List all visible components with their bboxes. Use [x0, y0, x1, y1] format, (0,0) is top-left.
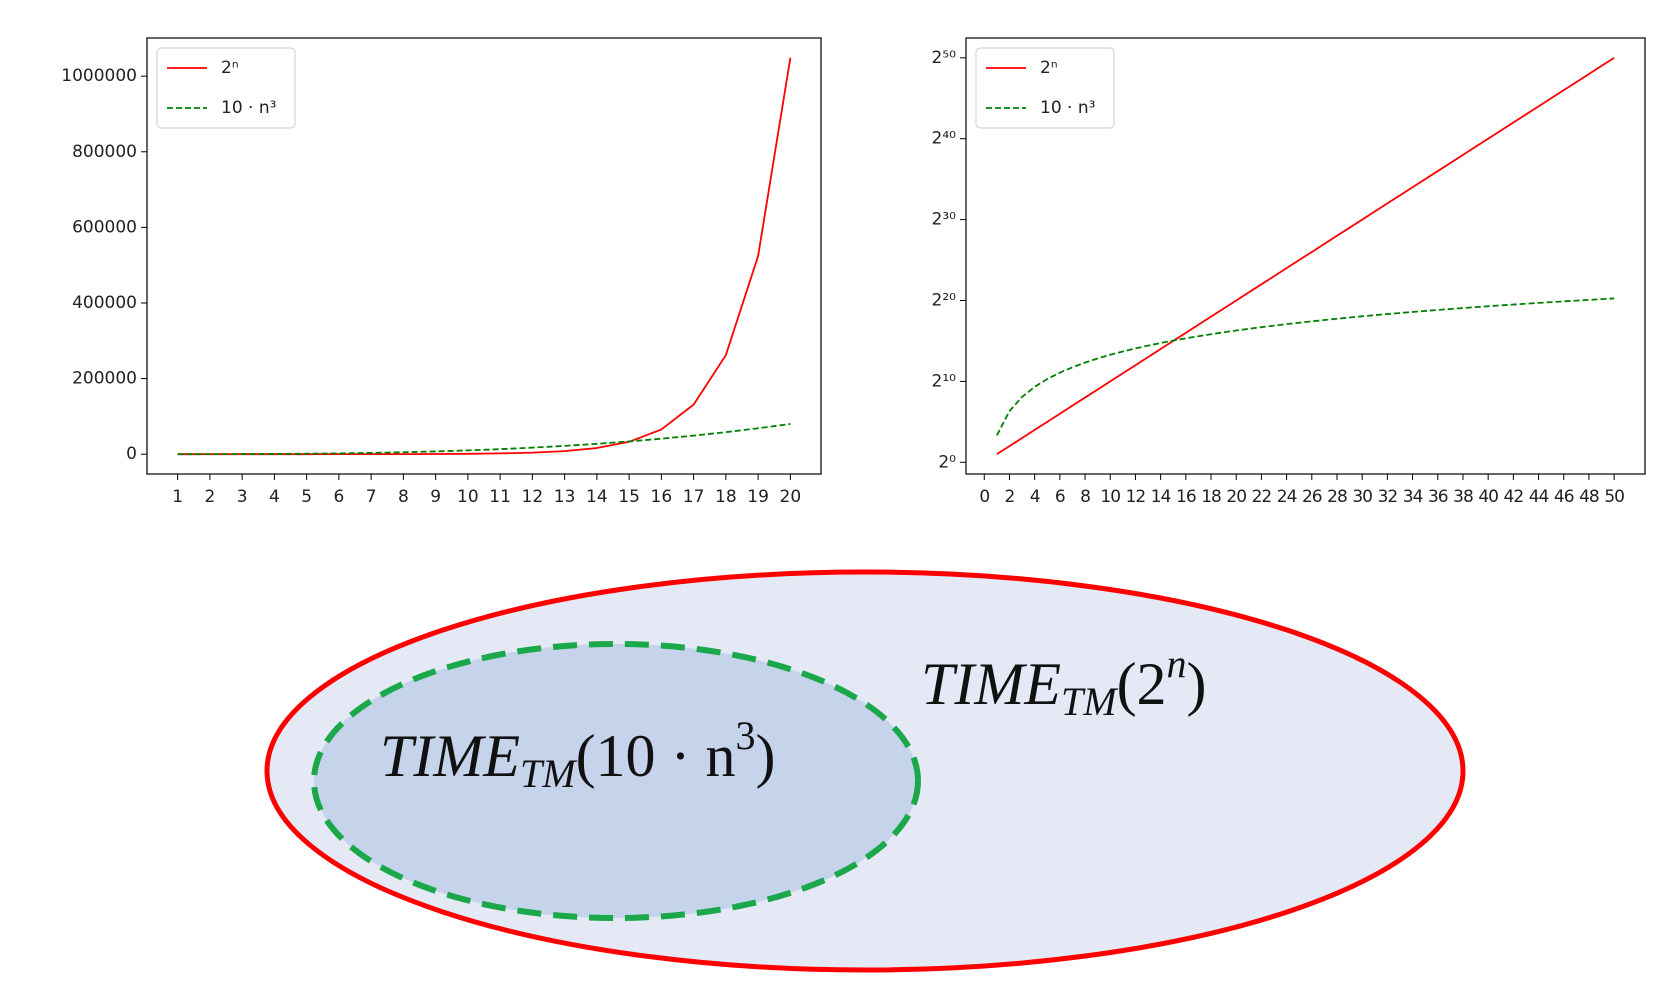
- label-sub: TM: [520, 751, 578, 796]
- label-close: ): [1187, 651, 1207, 717]
- x-tick-label: 20: [1226, 487, 1246, 507]
- label-sup: 3: [736, 713, 756, 758]
- series-line: [177, 423, 791, 456]
- x-tick-label: 20: [780, 487, 802, 507]
- x-tick-label: 30: [1352, 487, 1372, 507]
- y-tick-label: 800000: [72, 142, 137, 162]
- x-tick-label: 6: [333, 487, 344, 507]
- x-tick-label: 4: [1030, 487, 1040, 507]
- x-tick-label: 11: [489, 487, 511, 507]
- legend-label: 10 · n³: [221, 98, 276, 118]
- y-tick-label: 2⁵⁰: [932, 48, 957, 68]
- x-tick-label: 44: [1529, 487, 1549, 507]
- series-line: [996, 297, 1615, 436]
- x-tick-label: 24: [1277, 487, 1297, 507]
- x-tick-label: 6: [1055, 487, 1065, 507]
- label-main: TIME: [380, 723, 520, 789]
- x-tick-label: 48: [1579, 487, 1599, 507]
- label-open: (10 · n: [576, 723, 736, 789]
- x-tick-label: 8: [1080, 487, 1090, 507]
- x-tick-label: 40: [1478, 487, 1498, 507]
- x-tick-label: 9: [430, 487, 441, 507]
- y-tick-label: 2¹⁰: [932, 371, 957, 391]
- label-open: (2: [1117, 651, 1167, 717]
- label-main: TIME: [921, 651, 1061, 717]
- y-tick-label: 400000: [72, 293, 137, 313]
- x-tick-label: 13: [554, 487, 576, 507]
- x-tick-label: 0: [979, 487, 989, 507]
- x-tick-label: 46: [1554, 487, 1574, 507]
- x-tick-label: 14: [586, 487, 608, 507]
- legend-label: 2ⁿ: [221, 58, 239, 78]
- y-tick-label: 1000000: [61, 66, 137, 86]
- x-tick-label: 42: [1504, 487, 1524, 507]
- x-tick-label: 15: [618, 487, 640, 507]
- x-tick-label: 16: [651, 487, 673, 507]
- x-tick-label: 2: [204, 487, 215, 507]
- x-tick-label: 5: [301, 487, 312, 507]
- x-tick-label: 18: [1201, 487, 1221, 507]
- x-tick-label: 7: [366, 487, 377, 507]
- legend-label: 10 · n³: [1040, 98, 1095, 118]
- label-close: ): [756, 723, 776, 789]
- x-tick-label: 36: [1428, 487, 1448, 507]
- x-tick-label: 3: [237, 487, 248, 507]
- x-tick-label: 17: [683, 487, 705, 507]
- x-tick-label: 50: [1604, 487, 1624, 507]
- x-tick-label: 12: [1126, 487, 1146, 507]
- plot-frame: [965, 37, 1646, 475]
- x-tick-label: 10: [457, 487, 479, 507]
- x-tick-label: 34: [1403, 487, 1423, 507]
- y-tick-label: 0: [126, 444, 137, 464]
- x-tick-label: 19: [747, 487, 769, 507]
- y-tick-label: 2⁰: [938, 452, 956, 472]
- x-tick-label: 26: [1302, 487, 1322, 507]
- x-tick-label: 8: [398, 487, 409, 507]
- series-line: [996, 57, 1615, 455]
- x-tick-label: 28: [1327, 487, 1347, 507]
- label-sub: TM: [1061, 679, 1119, 724]
- x-tick-label: 32: [1378, 487, 1398, 507]
- x-tick-label: 16: [1176, 487, 1196, 507]
- y-tick-label: 2²⁰: [932, 290, 957, 310]
- x-tick-label: 1: [172, 487, 183, 507]
- set-diagram: TIMETM(2n) TIMETM(10 · n3): [264, 569, 1466, 973]
- inner-set: [311, 641, 921, 921]
- x-tick-label: 38: [1453, 487, 1473, 507]
- outer-label: TIMETM(2n): [921, 641, 1207, 724]
- y-tick-label: 2³⁰: [932, 210, 957, 230]
- x-tick-label: 2: [1005, 487, 1015, 507]
- x-tick-label: 22: [1252, 487, 1272, 507]
- x-tick-label: 12: [522, 487, 544, 507]
- y-tick-label: 2⁴⁰: [932, 129, 957, 149]
- x-tick-label: 10: [1100, 487, 1120, 507]
- plot-frame: [146, 37, 822, 475]
- y-tick-label: 600000: [72, 217, 137, 237]
- x-tick-label: 14: [1151, 487, 1171, 507]
- x-tick-label: 4: [269, 487, 280, 507]
- x-tick-label: 18: [715, 487, 737, 507]
- legend-label: 2ⁿ: [1040, 58, 1058, 78]
- label-sup: n: [1167, 641, 1187, 686]
- inner-label: TIMETM(10 · n3): [380, 713, 776, 796]
- y-tick-label: 200000: [72, 369, 137, 389]
